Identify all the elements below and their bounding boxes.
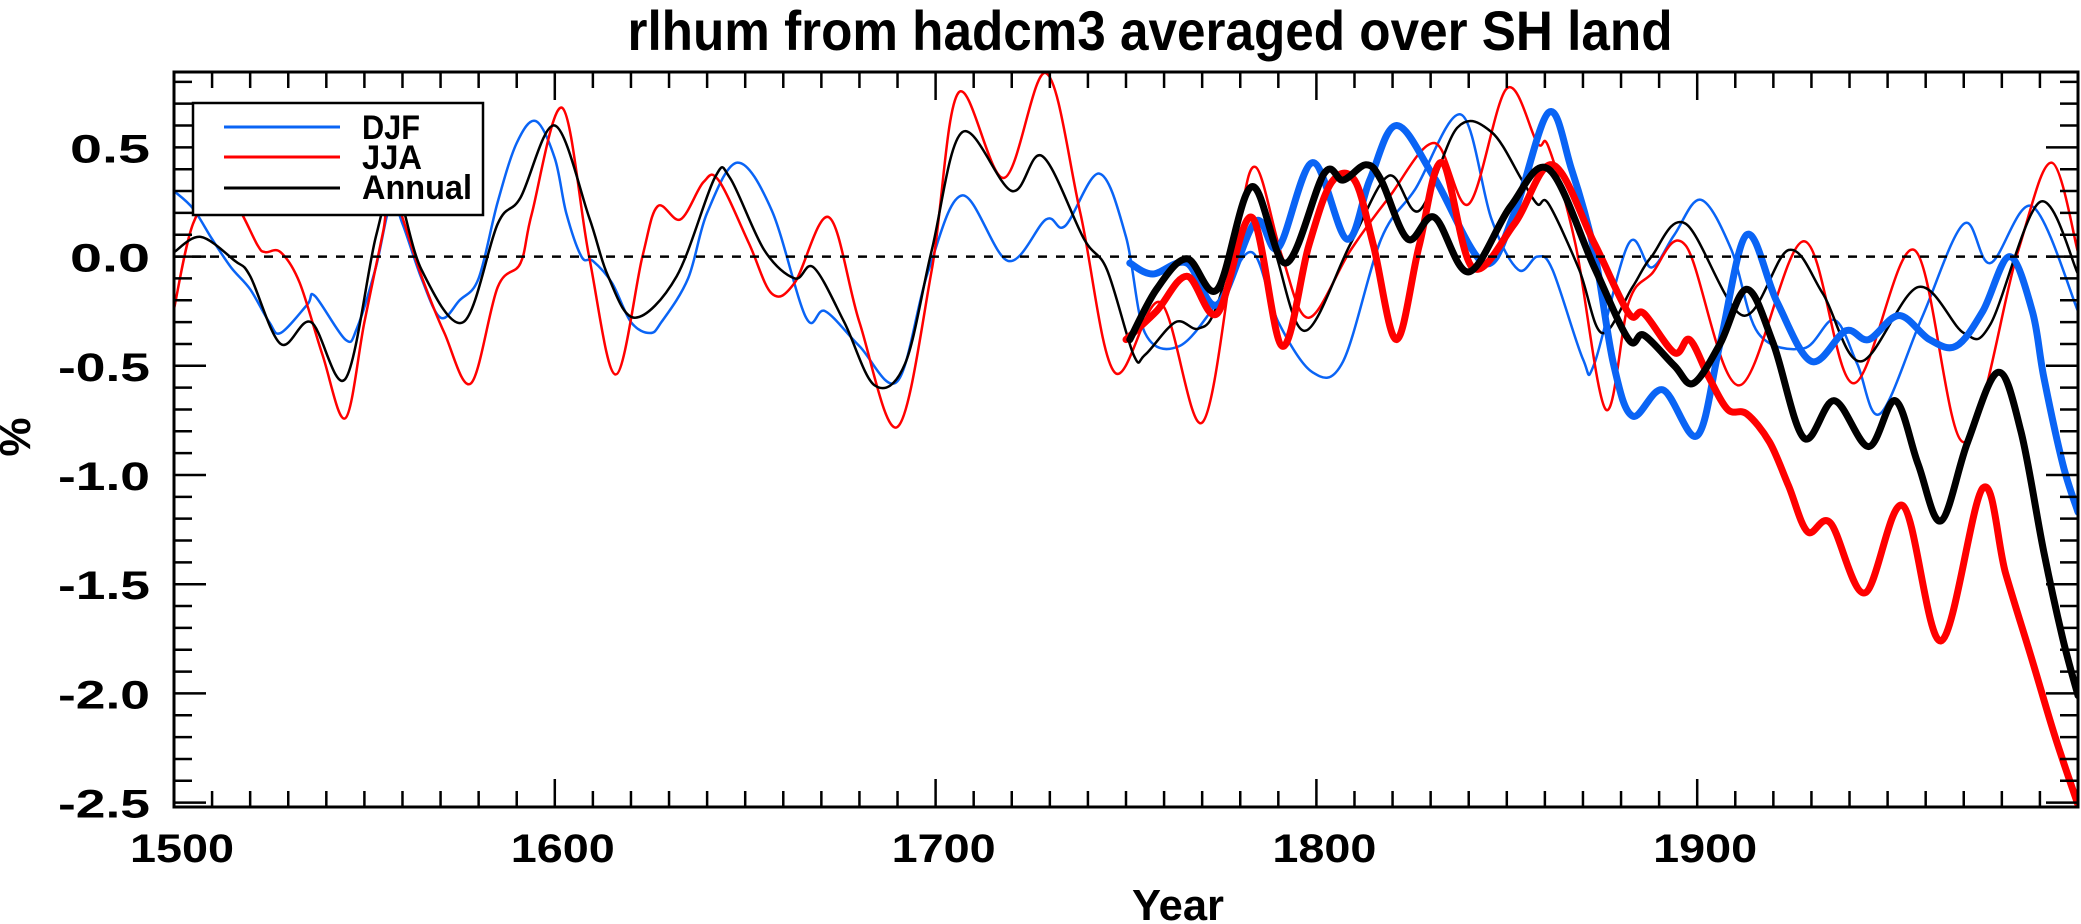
- series-line-djf-thick: [1126, 108, 2078, 516]
- x-axis-tick-labels: 1500 1600 1700 1800 1900: [130, 827, 1757, 871]
- series-line-jja-thick: [1122, 159, 2078, 809]
- y-axis-label: %: [0, 417, 40, 456]
- legend-label-annual: Annual: [362, 169, 472, 207]
- y-tick-label: -1.0: [58, 455, 150, 499]
- x-tick-label: 1700: [892, 827, 996, 871]
- x-tick-label: 1600: [511, 827, 615, 871]
- y-tick-label: 0.0: [70, 237, 150, 281]
- series-line-djf-thin: [174, 113, 2078, 416]
- x-axis-label: Year: [1132, 881, 1224, 924]
- x-tick-label: 1800: [1272, 827, 1376, 871]
- y-tick-label: -0.5: [58, 346, 150, 390]
- y-tick-label: -2.5: [58, 783, 150, 827]
- legend-entry-jja: JJA: [224, 139, 422, 177]
- chart-title: rlhum from hadcm3 averaged over SH land: [628, 0, 1673, 62]
- legend-entry-annual: Annual: [224, 169, 472, 207]
- y-tick-label: -2.0: [58, 673, 150, 717]
- y-axis-tick-labels: 0.5 0.0 -0.5 -1.0 -1.5 -2.0 -2.5: [58, 127, 150, 826]
- series-line-annual-thick: [1126, 161, 2078, 700]
- legend-label-djf: DJF: [362, 109, 420, 147]
- y-tick-label: 0.5: [70, 127, 150, 171]
- axis-ticks: [174, 72, 2078, 807]
- legend-box: [191, 101, 485, 217]
- legend: DJF JJA Annual: [191, 101, 485, 217]
- legend-label-jja: JJA: [362, 139, 422, 177]
- plot-area: [172, 70, 2080, 809]
- y-tick-label: -1.5: [58, 564, 150, 608]
- x-tick-label: 1500: [130, 827, 234, 871]
- legend-entry-djf: DJF: [224, 109, 420, 147]
- x-tick-label: 1900: [1653, 827, 1757, 871]
